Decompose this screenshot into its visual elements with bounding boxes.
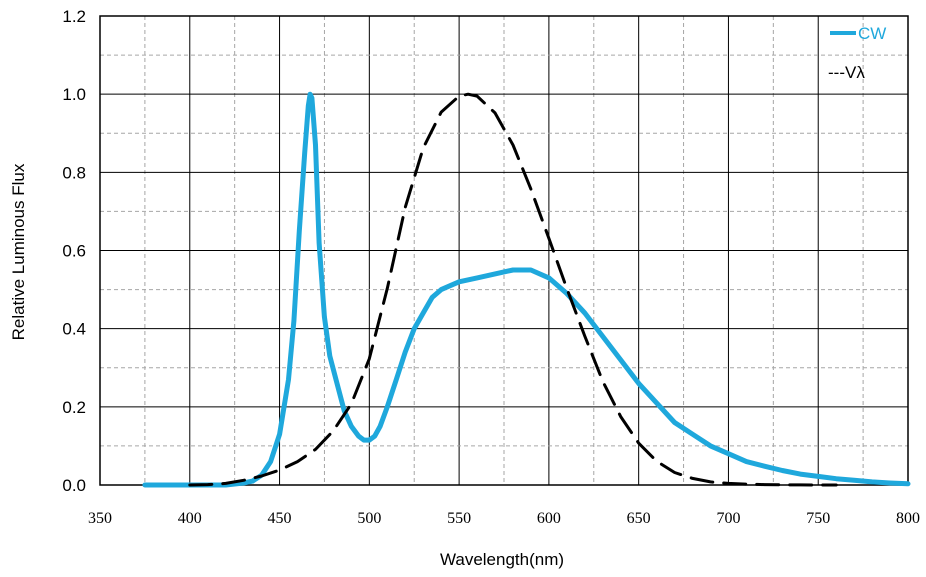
legend: CW ---Vλ <box>828 24 886 82</box>
y-tick-label: 0.8 <box>62 163 86 182</box>
y-tick-label: 0.4 <box>62 320 86 339</box>
x-axis-ticks: 350 400 450 500 550 600 650 700 750 800 <box>88 510 920 527</box>
x-tick-label: 650 <box>627 510 651 527</box>
y-axis-ticks: 0.0 0.2 0.4 0.6 0.8 1.0 1.2 <box>62 7 86 495</box>
x-tick-label: 400 <box>178 510 202 527</box>
legend-label-cw: CW <box>858 24 886 43</box>
series-layer <box>142 91 911 488</box>
x-tick-label: 550 <box>447 510 471 527</box>
x-tick-label: 350 <box>88 510 112 527</box>
y-axis-label: Relative Luminous Flux <box>9 163 28 340</box>
x-tick-label: 700 <box>716 510 740 527</box>
plot-area-frame <box>99 15 909 486</box>
y-tick-label: 0.6 <box>62 242 86 261</box>
y-tick-label: 0.2 <box>62 398 86 417</box>
series-line-cw <box>142 91 911 488</box>
legend-label-v-lambda: ---Vλ <box>828 63 865 82</box>
x-tick-label: 800 <box>896 510 920 527</box>
x-tick-label: 750 <box>806 510 830 527</box>
y-tick-label: 0.0 <box>62 476 86 495</box>
grid-lines <box>99 15 909 486</box>
y-tick-label: 1.0 <box>62 85 86 104</box>
x-axis-label: Wavelength(nm) <box>440 550 564 569</box>
y-tick-label: 1.2 <box>62 7 86 26</box>
x-tick-label: 600 <box>537 510 561 527</box>
x-tick-label: 450 <box>268 510 292 527</box>
series-line-v-lambda <box>188 92 838 487</box>
x-tick-label: 500 <box>357 510 381 527</box>
